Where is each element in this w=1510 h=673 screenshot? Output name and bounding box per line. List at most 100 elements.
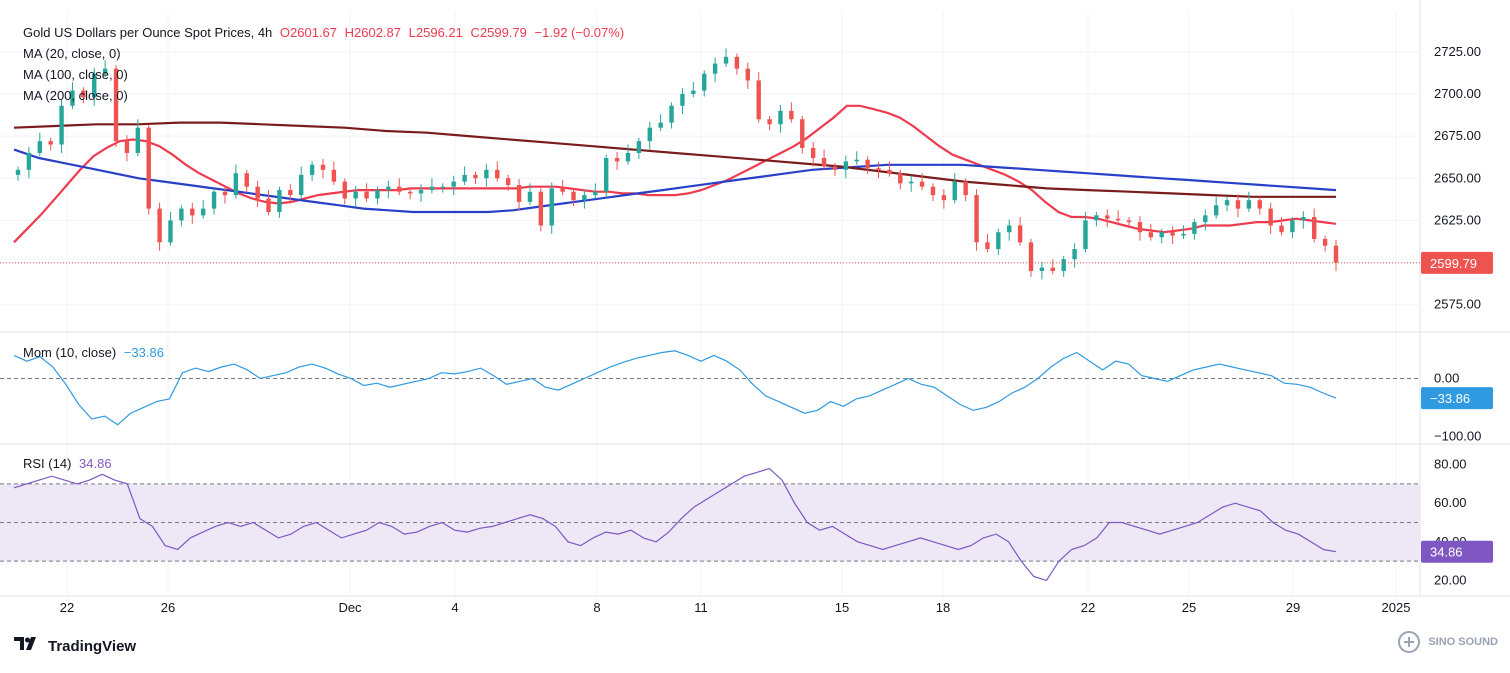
x-tick-label: 4 <box>451 600 458 615</box>
sinosound-watermark: SINO SOUND <box>1396 630 1498 654</box>
candle-body <box>1148 232 1154 238</box>
candle-body <box>211 191 217 209</box>
rsi-value: 34.86 <box>79 456 112 471</box>
candle-body <box>124 141 130 153</box>
candle-body <box>778 110 783 125</box>
candle-body <box>190 208 195 216</box>
candle-body <box>113 68 119 142</box>
candle-body <box>92 73 97 98</box>
candle-body <box>342 181 347 199</box>
candle-body <box>876 168 881 170</box>
candle-body <box>1181 233 1186 236</box>
ma20-line <box>13 104 1337 244</box>
ma100-legend[interactable]: MA (100, close, 0) <box>23 67 128 82</box>
candle-body <box>222 191 228 196</box>
x-tick-label: 29 <box>1286 600 1300 615</box>
candle-body <box>636 141 642 153</box>
ma20-legend[interactable]: MA (20, close, 0) <box>23 46 121 61</box>
price-tick-label: 2700.00 <box>1434 86 1481 101</box>
candle-body <box>1290 220 1295 233</box>
ma200-legend[interactable]: MA (200, close, 0) <box>23 88 128 103</box>
ohlc-close: C2599.79 <box>470 25 527 40</box>
candle-body <box>1246 200 1252 209</box>
candle-body <box>1192 222 1197 234</box>
candle-body <box>288 190 293 196</box>
candle-body <box>1137 222 1143 233</box>
candle-body <box>505 178 511 185</box>
candle-body <box>244 173 249 187</box>
candle-body <box>625 152 631 162</box>
ohlc-open: O2601.67 <box>279 25 338 40</box>
candle-body <box>614 158 620 162</box>
candle-body <box>898 173 903 184</box>
x-tick-label: 26 <box>161 600 175 615</box>
candle-body <box>854 159 859 162</box>
candle-body <box>821 158 827 167</box>
candle-body <box>767 119 772 125</box>
candle-body <box>462 174 467 182</box>
mom-tick-label: −100.00 <box>1434 428 1481 443</box>
candle-body <box>1279 225 1284 233</box>
x-tick-label: 15 <box>835 600 849 615</box>
last-price-label: 2599.79 <box>1430 256 1477 271</box>
price-labels: 2599.79 −33.86 34.86 <box>0 251 1493 563</box>
candle-body <box>1083 220 1088 250</box>
candle-body <box>1322 238 1328 246</box>
price-tick-label: 2625.00 <box>1434 212 1481 227</box>
candle-body <box>331 169 337 182</box>
candle-body <box>255 186 260 199</box>
rsi-legend[interactable]: RSI (14) 34.86 <box>23 454 116 474</box>
price-tick-label: 2675.00 <box>1434 128 1481 143</box>
candle-body <box>702 73 707 91</box>
tradingview-brand[interactable]: TradingView <box>14 636 136 657</box>
candle-body <box>941 195 947 201</box>
candle-body <box>810 147 816 159</box>
candle-body <box>59 105 64 145</box>
symbol-title[interactable]: Gold US Dollars per Ounce Spot Prices, 4… <box>23 25 273 40</box>
candle-body <box>157 208 162 243</box>
candle-body <box>233 173 239 196</box>
candle-body <box>680 93 685 106</box>
candle-body <box>299 174 304 196</box>
ohlc-change: −1.92 (−0.07%) <box>534 25 625 40</box>
candle-body <box>691 90 696 94</box>
oscillators <box>0 350 1420 582</box>
mom-value: −33.86 <box>123 345 164 360</box>
candle-body <box>712 63 718 74</box>
candle-body <box>353 191 358 199</box>
candle-body <box>952 181 957 201</box>
candle-body <box>549 188 554 226</box>
candle-body <box>1072 249 1077 260</box>
last-price-tag <box>1421 251 1493 274</box>
candle-body <box>26 152 32 170</box>
grid-layer <box>0 0 1510 597</box>
rsi-band-layer <box>0 483 1420 562</box>
candle-body <box>658 122 663 128</box>
x-tick-label: 11 <box>694 600 708 615</box>
candle-body <box>527 191 533 202</box>
candle-body <box>146 127 151 209</box>
candles <box>15 48 1339 280</box>
mom-legend[interactable]: Mom (10, close) −33.86 <box>23 343 168 363</box>
candle-body <box>756 80 761 120</box>
candle-body <box>440 186 446 188</box>
candle-body <box>996 232 1001 250</box>
candle-body <box>832 166 838 170</box>
rsi-last-label: 34.86 <box>1430 545 1463 560</box>
rsi-tick-label: 80.00 <box>1434 457 1467 472</box>
candle-body <box>1170 232 1175 236</box>
candle-body <box>102 68 108 74</box>
candle-body <box>1039 267 1045 271</box>
candle-body <box>15 169 21 175</box>
candle-body <box>418 190 424 194</box>
candle-body <box>908 181 914 184</box>
mom-line <box>13 350 1337 426</box>
x-tick-label: 18 <box>936 600 950 615</box>
candle-body <box>266 198 271 212</box>
mom-last-label: −33.86 <box>1430 391 1470 406</box>
candle-body <box>1050 267 1055 271</box>
price-tick-label: 2725.00 <box>1434 44 1481 59</box>
rsi-line <box>13 467 1337 582</box>
